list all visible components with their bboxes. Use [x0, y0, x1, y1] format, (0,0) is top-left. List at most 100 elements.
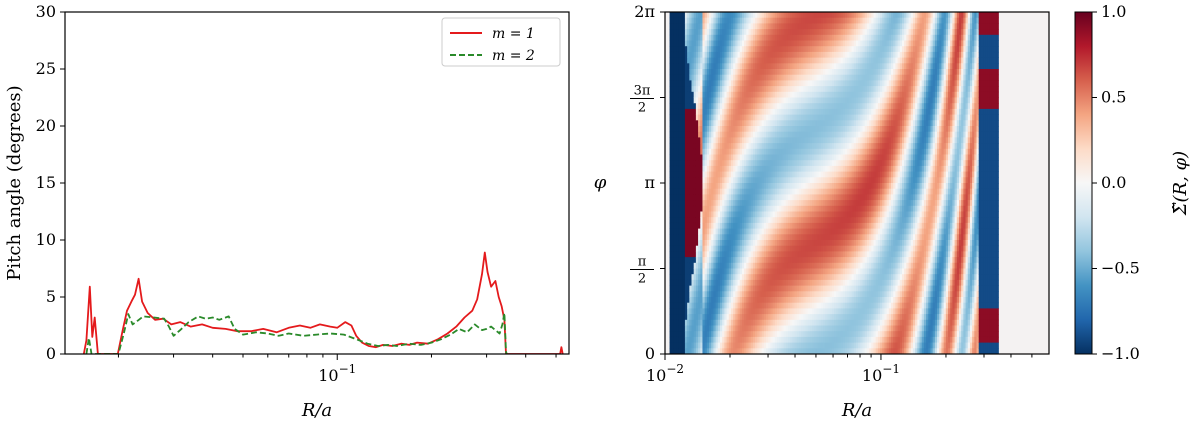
heatmap-cell [816, 228, 820, 235]
heatmap-cell [779, 80, 782, 87]
heatmap-cell [779, 17, 782, 24]
heatmap-cell [691, 23, 695, 30]
heatmap-cell [838, 69, 841, 76]
heatmap-cell [772, 336, 776, 343]
heatmap-cell [759, 137, 763, 144]
heatmap-cell [838, 114, 841, 121]
heatmap-cell [709, 217, 712, 224]
heatmap-cell [785, 80, 789, 87]
heatmap-cell [834, 297, 837, 304]
heatmap-cell [682, 29, 686, 36]
heatmap-cell [678, 279, 681, 286]
heatmap-cell [739, 126, 743, 133]
heatmap-cell [772, 126, 776, 133]
heatmap-cell [823, 97, 826, 104]
heatmap-cell [761, 331, 765, 338]
heatmap-cell [825, 234, 828, 241]
heatmap-cell [722, 308, 725, 315]
heatmap-cell [807, 46, 811, 53]
heatmap-cell [689, 80, 692, 87]
heatmap-cell [755, 200, 758, 207]
heatmap-cell [737, 240, 741, 247]
heatmap-cell [831, 200, 835, 207]
heatmap-cell [724, 40, 727, 47]
heatmap-cell [744, 325, 747, 332]
heatmap-cell [763, 171, 767, 178]
heatmap-cell [726, 12, 730, 19]
heatmap-cell [803, 46, 806, 53]
heatmap-cell [669, 188, 673, 195]
heatmap-cell [761, 211, 765, 218]
heatmap-cell [702, 251, 706, 258]
heatmap-cell [783, 262, 787, 269]
heatmap-cell [744, 171, 747, 178]
heatmap-cell [812, 297, 815, 304]
heatmap-cell [792, 194, 795, 201]
heatmap-cell [687, 285, 690, 292]
heatmap-cell [829, 228, 833, 235]
heatmap-cell [733, 297, 736, 304]
heatmap-cell [803, 336, 806, 343]
heatmap-cell [831, 46, 835, 53]
heatmap-cell [816, 103, 820, 110]
heatmap-cell [766, 205, 769, 212]
heatmap-cell [755, 211, 758, 218]
heatmap-cell [704, 97, 708, 104]
heatmap-cell [796, 57, 800, 64]
heatmap-cell [825, 131, 828, 138]
heatmap-cell [814, 188, 817, 195]
heatmap-cell [781, 331, 784, 338]
heatmap-cell [726, 137, 730, 144]
heatmap-cell [812, 240, 815, 247]
heatmap-cell [748, 325, 752, 332]
heatmap-cell [768, 348, 771, 354]
heatmap-cell [844, 171, 848, 178]
heatmap-cell [792, 80, 795, 87]
heatmap-cell [829, 114, 833, 121]
heatmap-cell [722, 63, 725, 70]
heatmap-cell [673, 63, 677, 70]
heatmap-cell [809, 40, 813, 47]
heatmap-cell [711, 336, 714, 343]
heatmap-cell [794, 23, 798, 30]
heatmap-cell [801, 222, 804, 229]
heatmap-cell [730, 29, 734, 36]
heatmap-cell [687, 69, 690, 76]
heatmap-cell [801, 74, 804, 81]
heatmap-cell [803, 279, 806, 286]
heatmap-cell [818, 165, 822, 172]
heatmap-cell [728, 228, 732, 235]
heatmap-cell [827, 177, 831, 184]
heatmap-cell [790, 23, 793, 30]
heatmap-cell [772, 217, 776, 224]
heatmap-cell [829, 188, 833, 195]
heatmap-cell [739, 274, 743, 281]
heatmap-cell [798, 251, 802, 258]
heatmap-cell [796, 325, 800, 332]
heatmap-cell [803, 74, 806, 81]
heatmap-cell [744, 291, 747, 298]
heatmap-cell [709, 268, 712, 275]
heatmap-cell [728, 183, 732, 190]
heatmap-cell [831, 217, 835, 224]
heatmap-cell [801, 331, 804, 338]
heatmap-cell [794, 137, 798, 144]
heatmap-cell [798, 91, 802, 98]
heatmap-cell [761, 217, 765, 224]
heatmap-cell [772, 137, 776, 144]
heatmap-cell [698, 251, 701, 258]
heatmap-cell [790, 234, 793, 241]
heatmap-cell [820, 51, 824, 58]
heatmap-cell [687, 29, 690, 36]
heatmap-cell [770, 205, 774, 212]
heatmap-cell [785, 308, 789, 315]
heatmap-cell [693, 46, 697, 53]
heatmap-cell [693, 183, 697, 190]
heatmap-cell [820, 188, 824, 195]
heatmap-cell [768, 97, 771, 104]
heatmap-cell [757, 297, 760, 304]
heatmap-cell [842, 63, 846, 70]
heatmap-cell [803, 91, 806, 98]
heatmap-cell [787, 74, 791, 81]
heatmap-cell [728, 12, 732, 19]
